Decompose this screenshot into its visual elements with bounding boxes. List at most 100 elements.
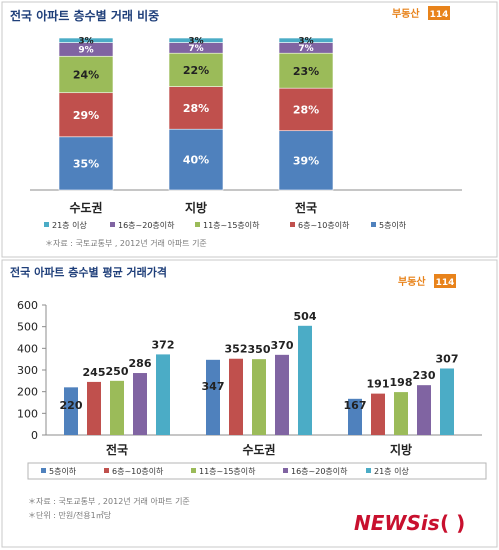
price-y-tick-label: 0 (31, 429, 38, 442)
share-segment-label: 7% (188, 44, 203, 54)
price-bar (133, 373, 147, 435)
price-category-label: 수도권 (242, 443, 275, 457)
price-bar-label: 198 (390, 376, 413, 389)
price-legend-swatch (283, 468, 288, 473)
price-bar (275, 354, 289, 435)
logo-badge-text-2: 114 (436, 278, 455, 288)
price-legend-frame (27, 462, 487, 480)
price-bar (252, 359, 266, 435)
price-legend-label: 16층~20층이하 (291, 466, 348, 476)
price-bar (348, 398, 362, 435)
price-legend-swatch (104, 468, 109, 473)
price-bar (110, 380, 124, 435)
share-legend-swatch (290, 222, 295, 227)
price-chart-title: 전국 아파트 층수별 평균 거래가격 (10, 265, 167, 279)
share-source-note: ＊자료 : 국토교통부 , 2012년 거래 아파트 기준 (45, 238, 207, 248)
price-y-tick-label: 500 (17, 321, 38, 334)
share-category-label: 수도권 (69, 201, 102, 215)
share-segment-label: 29% (73, 109, 99, 122)
price-bar-label: 191 (367, 378, 390, 391)
price-bar-label: 245 (83, 366, 106, 379)
price-bar-label: 370 (271, 339, 294, 352)
logo-text-2: 부동산 (398, 275, 426, 288)
share-legend-swatch (195, 222, 200, 227)
share-segment-label: 39% (293, 154, 319, 167)
share-legend-label: 5층이하 (379, 220, 407, 230)
share-category-label: 지방 (185, 200, 207, 215)
price-bar-label: 220 (60, 399, 83, 412)
share-category-label: 전국 (295, 200, 317, 215)
share-bar-segment (278, 52, 334, 89)
price-unit-note: ＊단위 : 만원/전용1㎡당 (28, 510, 112, 520)
price-bar (298, 325, 312, 435)
share-legend-swatch (44, 222, 49, 227)
share-bar-segment (168, 52, 224, 87)
price-legend-label: 21층 이상 (374, 466, 409, 476)
price-bar-label: 250 (106, 365, 129, 378)
price-legend-swatch (41, 468, 46, 473)
price-bar (417, 385, 431, 435)
price-bar-label: 372 (152, 338, 175, 351)
share-segment-label: 9% (78, 46, 93, 56)
logo-badge-text: 114 (430, 10, 449, 20)
share-bar-segment (58, 92, 114, 138)
share-segment-label: 22% (183, 64, 209, 77)
share-segment-label: 3% (78, 37, 93, 47)
price-bar-label: 286 (129, 357, 152, 370)
share-segment-label: 3% (188, 37, 203, 47)
price-bar-label: 307 (436, 352, 459, 365)
price-y-tick-label: 400 (17, 342, 38, 355)
share-bar-segment (278, 87, 334, 132)
price-bar (64, 387, 78, 435)
share-segment-label: 28% (293, 104, 319, 117)
share-chart-title: 전국 아파트 층수별 거래 비중 (10, 8, 159, 23)
share-segment-label: 23% (293, 65, 319, 78)
share-segment-label: 40% (183, 154, 209, 167)
price-legend-swatch (366, 468, 371, 473)
share-segment-label: 3% (298, 37, 313, 47)
price-legend-label: 6층~10층이하 (112, 466, 164, 476)
price-bar (87, 381, 101, 435)
price-bar-label: 352 (225, 343, 248, 356)
price-bar-label: 167 (344, 399, 367, 412)
price-bar (229, 358, 243, 435)
newsis-watermark: NEWSis (354, 511, 440, 535)
share-legend-swatch (110, 222, 115, 227)
share-bar-segment (58, 55, 114, 94)
share-bar-segment (58, 37, 114, 43)
price-y-tick-label: 100 (17, 407, 38, 420)
price-bar-label: 504 (294, 310, 317, 323)
price-y-tick-label: 200 (17, 386, 38, 399)
price-y-tick-label: 300 (17, 364, 38, 377)
share-legend-label: 6층~10층이하 (298, 220, 350, 230)
logo-badge-box (428, 6, 450, 20)
share-legend-label: 16층~20층이하 (118, 220, 175, 230)
price-source-note: ＊자료 : 국토교통부 , 2012년 거래 아파트 기준 (28, 496, 190, 506)
share-segment-label: 24% (73, 69, 99, 82)
logo-text: 부동산 (392, 7, 420, 20)
price-bar (394, 392, 408, 435)
price-bar-label: 350 (248, 343, 271, 356)
share-legend-swatch (371, 222, 376, 227)
share-bar-segment (278, 37, 334, 43)
price-legend-label: 11층~15층이하 (199, 466, 256, 476)
share-bar-segment (58, 136, 114, 191)
newsis-bracket: ( ) (440, 511, 465, 535)
logo-badge-box-2 (434, 274, 456, 288)
share-bar-segment (168, 128, 224, 191)
share-bar-segment (168, 37, 224, 43)
price-legend-label: 5층이하 (49, 466, 77, 476)
price-y-tick-label: 600 (17, 299, 38, 312)
price-bar (156, 354, 170, 435)
price-bar (206, 359, 220, 435)
share-bar-segment (278, 130, 334, 191)
share-segment-label: 28% (183, 102, 209, 115)
share-legend-label: 21층 이상 (52, 220, 87, 230)
panel-price-frame (1, 259, 498, 548)
share-legend-label: 11층~15층이하 (203, 220, 260, 230)
price-category-label: 전국 (106, 442, 128, 457)
share-segment-label: 35% (73, 157, 99, 170)
price-bar-label: 230 (413, 369, 436, 382)
share-segment-label: 7% (298, 44, 313, 54)
